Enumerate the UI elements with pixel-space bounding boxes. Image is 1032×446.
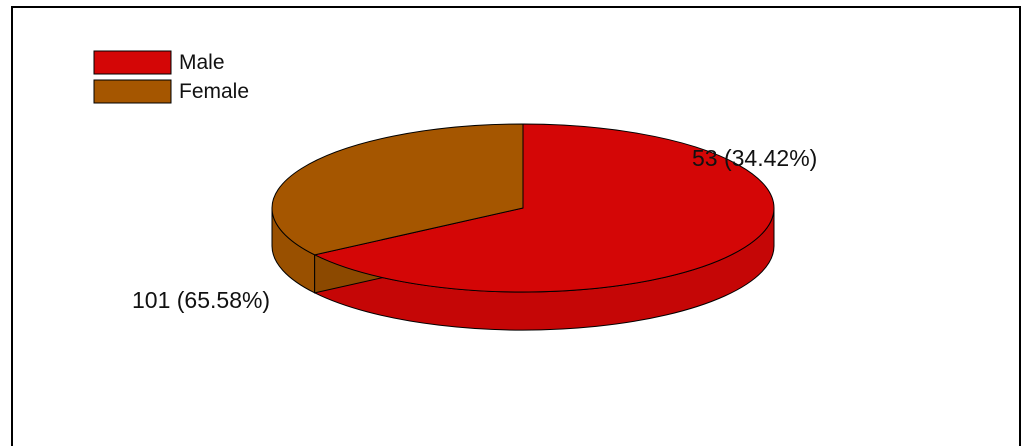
data-label-male: 101 (65.58%) (132, 287, 270, 313)
legend: Male Female (93, 50, 249, 104)
data-label-female: 53 (34.42%) (692, 145, 817, 171)
legend-swatch-female (93, 79, 172, 104)
legend-label-female: Female (179, 80, 249, 103)
pie-body (271, 123, 775, 331)
pie-slice-male (314, 123, 775, 293)
legend-swatch-male (93, 50, 172, 75)
legend-label-male: Male (179, 51, 225, 74)
pie-tops (271, 123, 775, 293)
pie-slice-female (271, 123, 524, 256)
